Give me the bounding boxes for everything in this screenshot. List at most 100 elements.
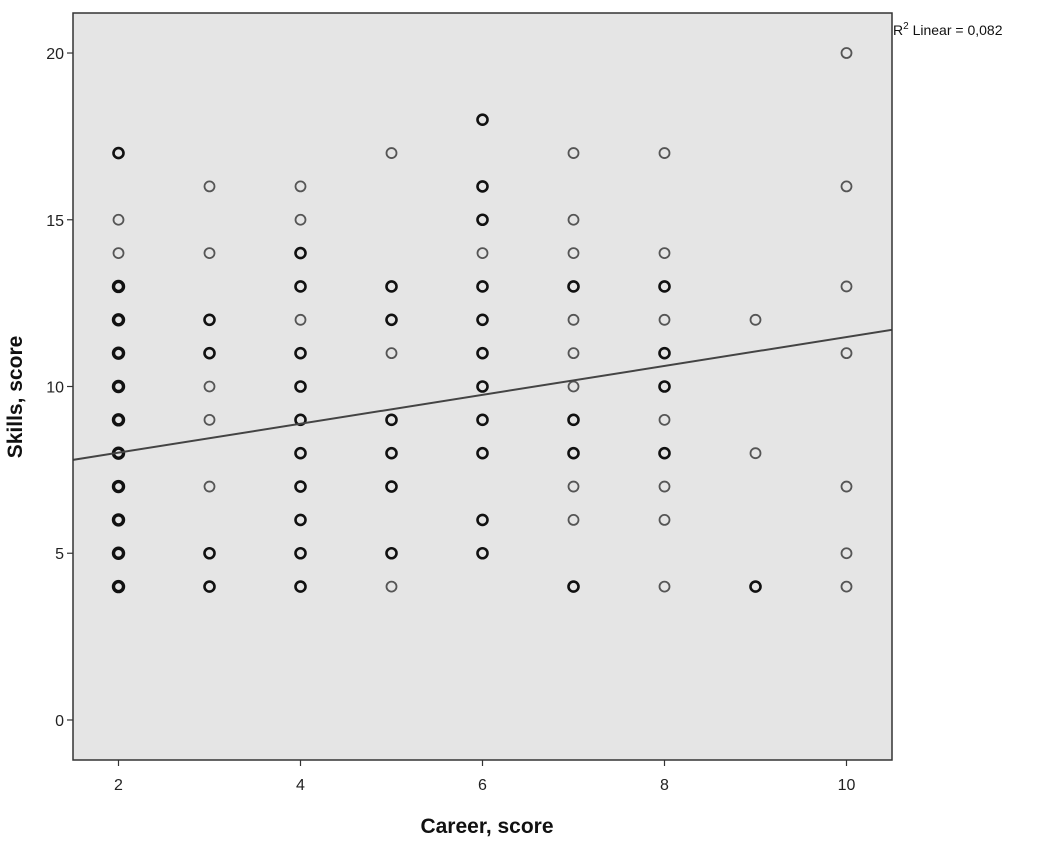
data-point [203, 546, 216, 560]
data-point [112, 213, 125, 226]
data-point [658, 247, 671, 260]
data-point [840, 347, 853, 360]
data-point [749, 447, 762, 460]
data-point [476, 180, 489, 193]
data-point [476, 313, 489, 327]
data-point [203, 413, 216, 426]
data-point [294, 480, 307, 493]
y-tick-label: 10 [46, 380, 64, 397]
data-point [294, 280, 307, 293]
x-tick-label: 2 [114, 777, 123, 794]
data-point [203, 247, 216, 260]
data-point [658, 346, 671, 360]
y-tick-label: 20 [46, 46, 64, 63]
data-point [385, 147, 398, 159]
data-point [567, 513, 580, 526]
data-point [294, 313, 307, 326]
data-point [294, 246, 307, 260]
data-point [840, 480, 853, 493]
y-tick-label: 0 [55, 713, 64, 730]
data-point [567, 413, 580, 427]
y-axis-title: Skills, score [4, 336, 27, 459]
data-point [840, 280, 853, 293]
data-point [840, 547, 853, 560]
data-point [385, 580, 398, 593]
data-point [203, 580, 216, 593]
data-point [111, 513, 126, 527]
data-point [294, 446, 307, 460]
y-tick-label: 15 [46, 213, 64, 230]
data-point [476, 513, 489, 527]
data-point [658, 280, 671, 293]
plot-area [73, 13, 892, 760]
data-points [111, 47, 853, 594]
data-point [111, 413, 126, 427]
data-point [840, 180, 853, 193]
data-point [840, 580, 853, 593]
data-point [658, 446, 671, 460]
data-point [111, 379, 126, 394]
data-point [658, 380, 671, 393]
data-point [658, 580, 671, 593]
x-tick-label: 10 [838, 777, 856, 794]
data-point [658, 147, 671, 159]
data-point [294, 346, 307, 360]
data-point [476, 113, 489, 127]
data-point [567, 213, 580, 226]
data-point [476, 413, 489, 427]
data-point [203, 180, 216, 193]
data-point [749, 580, 762, 593]
x-tick-label: 6 [478, 777, 487, 794]
data-point [294, 546, 307, 560]
data-point [111, 346, 126, 360]
x-tick-label: 8 [660, 777, 669, 794]
data-point [112, 247, 125, 260]
data-point [476, 446, 489, 460]
data-point [111, 546, 126, 560]
axis-ticks: 2 4 6 8 10 0 5 10 15 20 [46, 46, 855, 794]
data-point [476, 247, 489, 260]
data-point [203, 313, 216, 327]
r2-annotation: R2 Linear = 0,082 [893, 21, 1003, 38]
data-point [203, 480, 216, 493]
data-point [385, 347, 398, 360]
data-point [476, 280, 489, 293]
data-point [112, 146, 125, 160]
data-point [111, 479, 126, 494]
data-point [567, 247, 580, 260]
data-point [385, 546, 398, 560]
data-point [658, 313, 671, 326]
data-point [476, 346, 489, 360]
data-point [294, 513, 307, 527]
data-point [840, 47, 853, 59]
data-point [658, 513, 671, 526]
data-point [203, 346, 216, 360]
data-point [658, 413, 671, 426]
data-point [476, 380, 489, 393]
data-point [658, 480, 671, 493]
linear-fit-line [72, 328, 893, 461]
x-tick-label: 4 [296, 777, 305, 794]
data-point [294, 180, 307, 193]
data-point [111, 313, 126, 327]
data-point [567, 446, 580, 460]
data-point [567, 147, 580, 159]
data-point [567, 280, 580, 293]
x-axis-title: Career, score [420, 815, 553, 838]
y-tick-label: 5 [55, 546, 64, 563]
data-point [567, 580, 580, 593]
data-point [476, 546, 489, 560]
data-point [567, 380, 580, 393]
data-point [294, 380, 307, 393]
data-point [294, 413, 307, 427]
data-point [385, 446, 398, 460]
data-point [749, 313, 762, 326]
data-point [385, 480, 398, 493]
data-point [567, 480, 580, 493]
data-point [294, 580, 307, 593]
plot-border [72, 12, 893, 761]
data-point [476, 213, 489, 227]
data-point [385, 313, 398, 327]
data-point [203, 380, 216, 393]
